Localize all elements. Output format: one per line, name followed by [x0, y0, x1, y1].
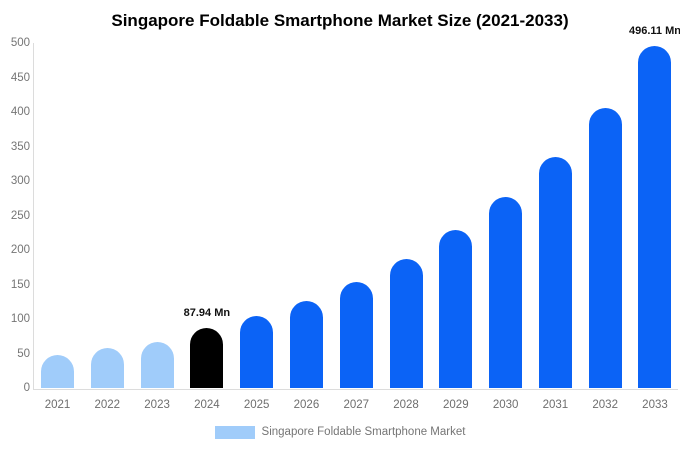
bar-2025[interactable] [240, 316, 274, 389]
bar-2024[interactable] [190, 327, 224, 389]
chart-title: Singapore Foldable Smartphone Market Siz… [111, 11, 569, 30]
x-tick-label-2027: 2027 [343, 399, 370, 411]
legend-label: Singapore Foldable Smartphone Market [261, 426, 466, 438]
bar-2027[interactable] [339, 282, 373, 389]
x-tick-label-2028: 2028 [393, 399, 419, 411]
bar-2021[interactable] [41, 355, 74, 389]
x-tick-label-2022: 2022 [94, 399, 121, 411]
bar-2022[interactable] [90, 348, 124, 389]
y-tick-label: 350 [10, 140, 30, 153]
bar-2023[interactable] [140, 341, 174, 389]
x-tick-label-2026: 2026 [293, 399, 320, 411]
x-tick-label-2031: 2031 [542, 399, 569, 411]
bar-2028[interactable] [389, 258, 423, 389]
y-tick-label: 50 [17, 347, 30, 360]
bar-2032[interactable] [588, 107, 622, 389]
y-tick-label: 300 [10, 175, 30, 187]
y-axis-line [33, 42, 34, 389]
y-tick-label: 200 [10, 244, 30, 256]
x-tick-label-2024: 2024 [194, 399, 220, 411]
legend[interactable]: Singapore Foldable Smartphone Market [0, 425, 680, 439]
y-tick-label: 150 [10, 278, 30, 291]
y-tick-label: 500 [10, 37, 30, 49]
legend-swatch [214, 425, 255, 439]
bar-2029[interactable] [439, 230, 473, 389]
x-tick-label-2025: 2025 [243, 399, 270, 411]
y-tick-label: 250 [10, 209, 30, 222]
x-axis-line [33, 388, 678, 390]
bar-2026[interactable] [289, 300, 323, 389]
bar-2033[interactable] [638, 46, 672, 389]
y-tick-label: 100 [10, 313, 30, 325]
y-tick-label: 450 [10, 71, 30, 84]
x-tick-label-2021: 2021 [44, 399, 71, 411]
y-tick-label: 400 [10, 106, 30, 118]
y-tick-label: 0 [23, 382, 30, 394]
x-tick-label-2032: 2032 [592, 399, 618, 411]
x-tick-label-2033: 2033 [642, 399, 668, 411]
bar-2031[interactable] [538, 157, 572, 389]
bar-value-label-2024: 87.94 Mn [183, 306, 231, 319]
bar-2030[interactable] [489, 197, 523, 389]
x-tick-label-2029: 2029 [443, 399, 469, 411]
bar-value-label-2033: 496.11 Mn [628, 25, 680, 38]
x-tick-label-2030: 2030 [492, 399, 519, 411]
x-tick-label-2023: 2023 [144, 399, 170, 411]
